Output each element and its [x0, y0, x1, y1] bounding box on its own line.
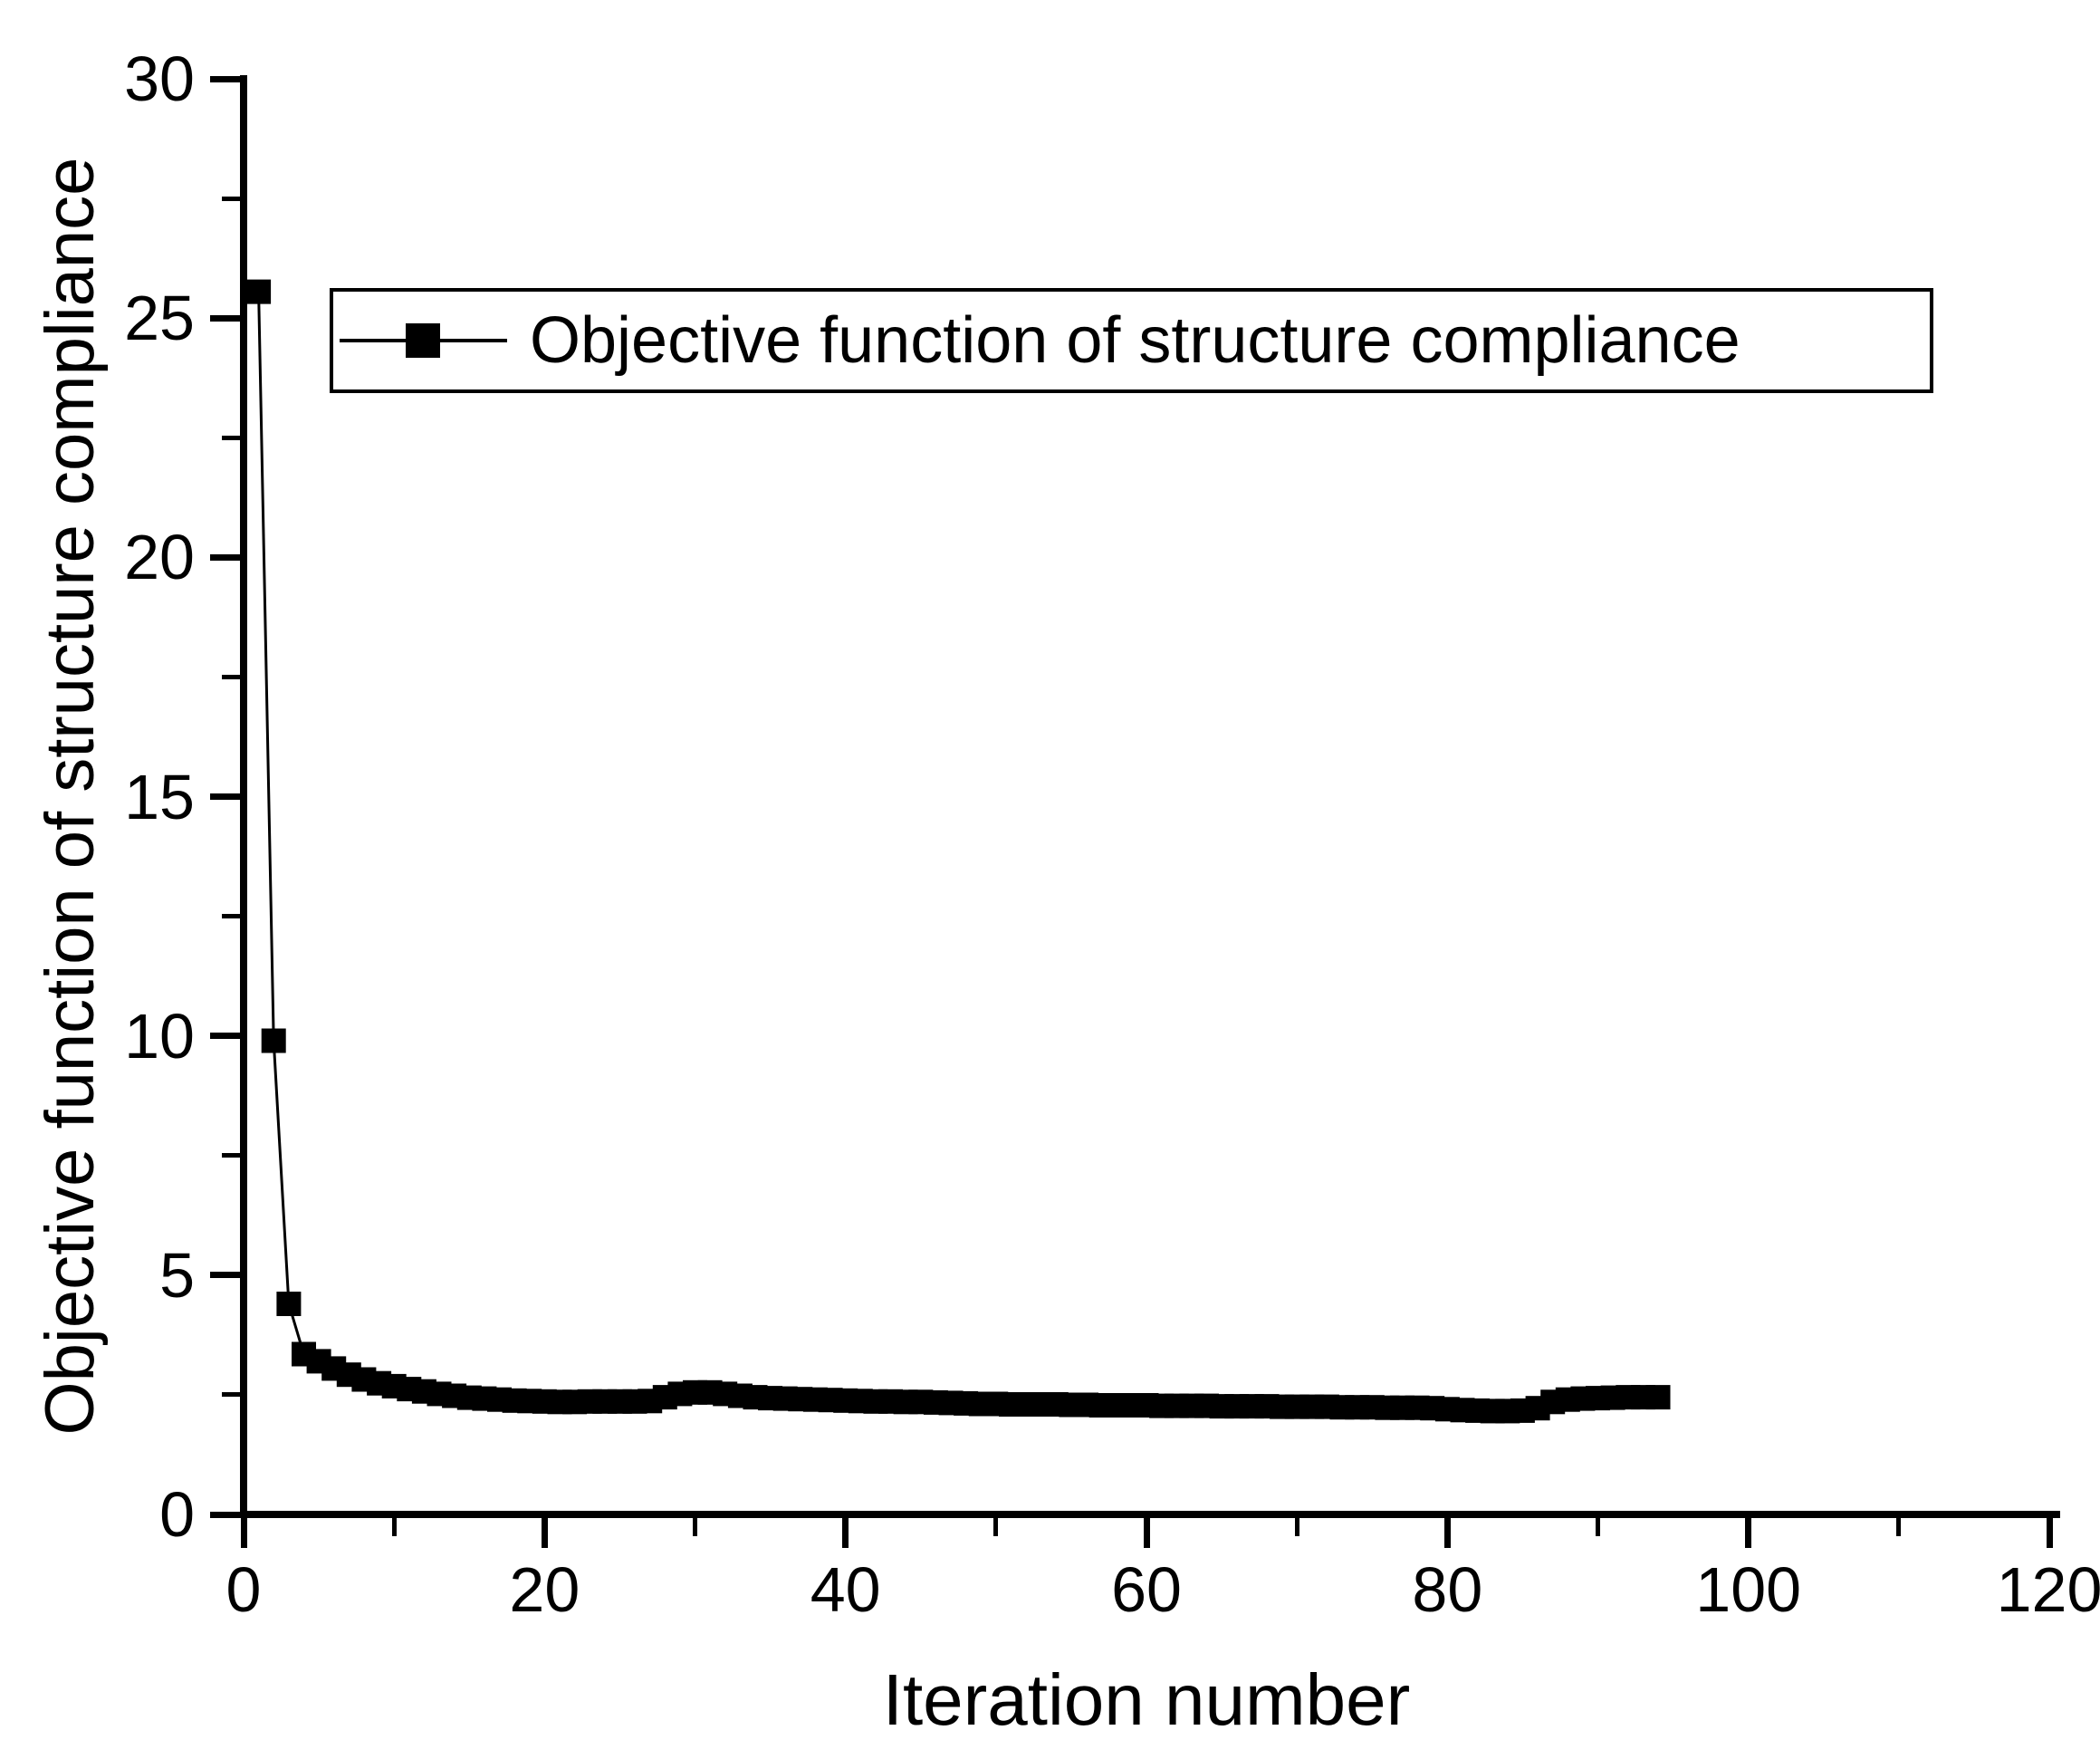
x-major-tick [2046, 1518, 2053, 1548]
x-major-tick [1443, 1518, 1451, 1548]
y-major-tick [210, 1272, 240, 1279]
x-tick-label: 20 [509, 1554, 580, 1625]
x-tick-label: 120 [1996, 1554, 2100, 1625]
x-minor-tick [993, 1518, 999, 1536]
y-minor-tick [222, 435, 240, 440]
x-axis-title: Iteration number [882, 1659, 1411, 1740]
legend: Objective function of structure complian… [330, 288, 1933, 393]
y-minor-tick [222, 914, 240, 919]
x-minor-tick [391, 1518, 397, 1536]
y-minor-tick [222, 1392, 240, 1398]
y-tick-label: 25 [124, 283, 195, 354]
y-major-tick [210, 314, 240, 322]
y-minor-tick [222, 196, 240, 201]
y-major-tick [210, 1511, 240, 1518]
x-tick-label: 100 [1695, 1554, 1802, 1625]
y-tick-label: 15 [124, 761, 195, 832]
y-axis-title: Objective function of structure complian… [32, 157, 109, 1436]
x-minor-tick [693, 1518, 697, 1536]
x-major-tick [1745, 1518, 1752, 1548]
data-point-marker [246, 279, 272, 304]
y-major-tick [210, 553, 240, 561]
x-tick-label: 60 [1111, 1554, 1182, 1625]
x-major-tick [842, 1518, 849, 1548]
x-tick-label: 80 [1412, 1554, 1483, 1625]
x-minor-tick [1294, 1518, 1299, 1536]
y-major-tick [210, 793, 240, 800]
y-minor-tick [222, 1153, 240, 1158]
x-minor-tick [1896, 1518, 1902, 1536]
y-tick-label: 10 [124, 1000, 195, 1072]
legend-label: Objective function of structure complian… [530, 304, 1740, 377]
y-tick-label: 20 [124, 522, 195, 593]
y-tick-label: 30 [124, 43, 195, 114]
y-major-tick [210, 1033, 240, 1040]
series-line [257, 292, 1658, 1413]
y-minor-tick [222, 674, 240, 679]
legend-square-marker-icon [406, 323, 440, 358]
x-major-tick [240, 1518, 247, 1548]
x-axis-line [240, 1511, 2060, 1518]
data-point-marker [276, 1292, 302, 1316]
y-tick-label: 0 [159, 1479, 195, 1550]
x-major-tick [1143, 1518, 1150, 1548]
x-tick-label: 40 [810, 1554, 881, 1625]
y-axis-line [240, 75, 247, 1518]
x-minor-tick [1596, 1518, 1601, 1536]
x-major-tick [541, 1518, 548, 1548]
data-point-marker [261, 1028, 286, 1053]
data-point-marker [1645, 1385, 1671, 1410]
x-tick-label: 0 [225, 1554, 262, 1625]
y-major-tick [210, 75, 240, 82]
y-tick-label: 5 [159, 1239, 195, 1311]
